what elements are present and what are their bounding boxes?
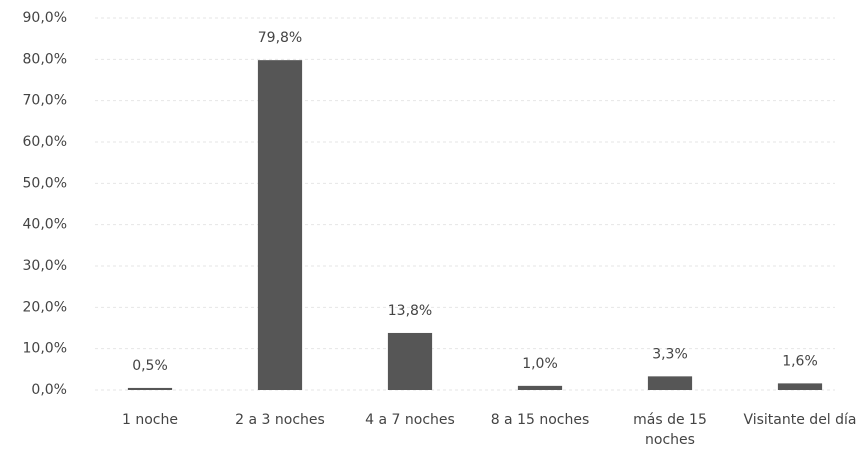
data-label: 3,3% xyxy=(652,346,688,362)
x-tick-label: 2 a 3 noches xyxy=(235,412,325,428)
bar xyxy=(257,60,303,390)
bar xyxy=(387,332,433,390)
y-tick-label: 30,0% xyxy=(23,258,67,274)
y-tick-label: 20,0% xyxy=(23,299,67,315)
bar xyxy=(517,385,563,390)
data-label: 79,8% xyxy=(258,30,302,46)
bar xyxy=(127,387,173,390)
y-tick-label: 70,0% xyxy=(23,93,67,109)
y-tick-label: 0,0% xyxy=(31,382,67,398)
x-tick-label: 1 noche xyxy=(122,412,178,428)
y-tick-label: 60,0% xyxy=(23,134,67,150)
y-tick-label: 90,0% xyxy=(23,10,67,26)
x-tick-label: más de 15 noches xyxy=(633,412,707,448)
x-tick-label: Visitante del día xyxy=(743,412,857,428)
data-label: 1,0% xyxy=(522,356,558,372)
y-tick-label: 40,0% xyxy=(23,217,67,233)
data-label: 1,6% xyxy=(782,353,818,369)
y-tick-label: 50,0% xyxy=(23,175,67,191)
bar xyxy=(647,376,693,390)
x-tick-label: 4 a 7 noches xyxy=(365,412,455,428)
bar xyxy=(777,383,823,390)
data-label: 13,8% xyxy=(388,303,432,319)
data-label: 0,5% xyxy=(132,358,168,374)
x-tick-label: 8 a 15 noches xyxy=(490,412,590,428)
y-tick-label: 10,0% xyxy=(23,341,67,357)
y-tick-label: 80,0% xyxy=(23,51,67,67)
